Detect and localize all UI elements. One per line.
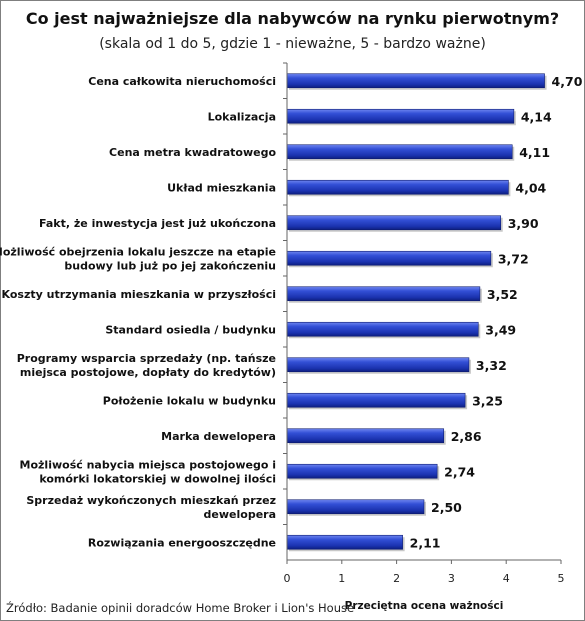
x-tick-label: 3 (448, 572, 455, 585)
category-label: Cena metra kwadratowego (109, 146, 276, 159)
data-label: 4,04 (515, 180, 546, 195)
category-label: Programy wsparcia sprzedaży (np. tańsze m… (17, 352, 276, 379)
data-label: 3,52 (487, 287, 518, 302)
category-label: Fakt, że inwestycja jest już ukończona (39, 217, 276, 230)
bar (286, 250, 492, 266)
data-label: 2,11 (410, 535, 441, 550)
category-label: Lokalizacja (208, 110, 276, 123)
chart-subtitle: (skala od 1 do 5, gdzie 1 - nieważne, 5 … (99, 36, 486, 52)
x-tick-label: 1 (338, 572, 345, 585)
category-label: Układ mieszkania (167, 181, 276, 194)
category-label: Standard osiedla / budynku (105, 323, 276, 336)
data-label: 2,74 (444, 464, 475, 479)
category-label: Możliwość obejrzenia lokalu jeszcze na e… (0, 245, 276, 272)
category-label: Rozwiązania energooszczędne (88, 536, 276, 549)
category-label: Położenie lokalu w budynku (103, 394, 276, 407)
x-tick-label: 0 (284, 572, 291, 585)
source-note: Źródło: Badanie opinii doradców Home Bro… (6, 601, 355, 615)
bar (286, 463, 438, 479)
category-label: Sprzedaż wykończonych mieszkań przez dewe… (26, 494, 276, 521)
category-label: Cena całkowita nieruchomości (88, 75, 276, 88)
x-axis-title: Przeciętna ocena ważności (345, 600, 504, 612)
category-label: Marka dewelopera (161, 430, 276, 443)
bar (286, 357, 470, 373)
data-label: 2,50 (431, 500, 462, 515)
data-label: 3,72 (498, 251, 529, 266)
category-label: Koszty utrzymania mieszkania w przyszłoś… (2, 288, 276, 301)
bar (286, 179, 509, 195)
bar (286, 144, 513, 160)
bar (286, 392, 466, 408)
bar (286, 321, 479, 337)
data-label: 3,90 (508, 216, 539, 231)
bar (286, 534, 403, 550)
x-tick-label: 2 (393, 572, 400, 585)
data-label: 3,49 (485, 322, 516, 337)
x-tick-label: 4 (503, 572, 510, 585)
bar (286, 215, 502, 231)
data-label: 3,32 (476, 358, 507, 373)
data-label: 4,70 (552, 74, 583, 89)
data-label: 4,14 (521, 109, 552, 124)
bar (286, 73, 545, 89)
bar (286, 428, 445, 444)
x-tick-label: 5 (558, 572, 565, 585)
bar (286, 286, 481, 302)
bar (286, 499, 425, 515)
bar (286, 108, 515, 124)
data-label: 3,25 (472, 393, 503, 408)
data-label: 2,86 (451, 429, 482, 444)
chart-title: Co jest najważniejsze dla nabywców na ry… (25, 9, 560, 28)
data-label: 4,11 (519, 145, 550, 160)
